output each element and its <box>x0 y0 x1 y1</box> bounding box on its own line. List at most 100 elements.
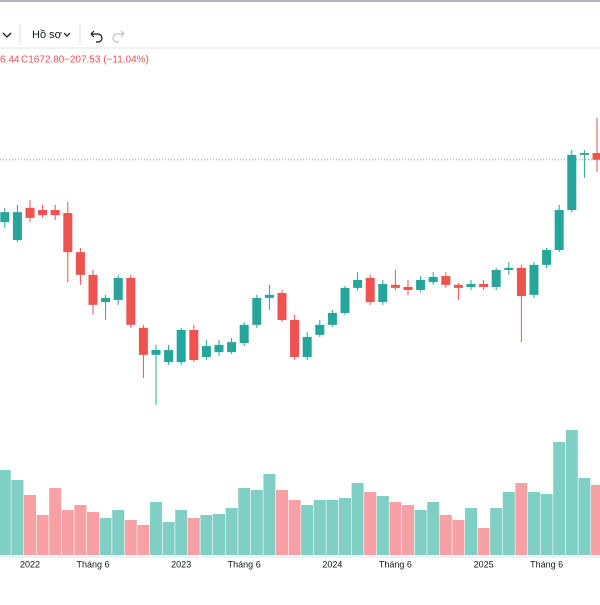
volume-bar <box>87 512 99 555</box>
volume-bar <box>490 508 502 555</box>
candle-body <box>555 210 564 250</box>
candle-body <box>542 250 551 265</box>
candle-body <box>441 276 450 285</box>
volume-bar <box>112 510 124 555</box>
volume-bar <box>100 518 112 555</box>
volume-bar <box>503 492 515 555</box>
candle-body <box>593 153 600 160</box>
volume-bar <box>402 505 414 555</box>
x-tick-label: Tháng 6 <box>76 559 109 569</box>
candle-body <box>278 293 287 320</box>
candle-body <box>13 212 22 240</box>
volume-bar <box>314 500 326 555</box>
volume-bar <box>415 510 427 555</box>
volume-bar <box>137 525 149 555</box>
candle-body <box>580 153 589 155</box>
volume-bar <box>188 518 200 555</box>
candle-body <box>76 252 85 275</box>
volume-bar <box>200 515 212 555</box>
volume-bar <box>49 488 61 555</box>
candle-body <box>479 284 488 287</box>
redo-button[interactable] <box>113 31 124 42</box>
volume-bar <box>465 508 477 555</box>
volume-bar <box>24 495 36 555</box>
candle-body <box>467 284 476 287</box>
volume-bar <box>591 485 600 555</box>
volume-bar <box>226 508 238 555</box>
volume-bar <box>440 515 452 555</box>
volume-bar <box>326 500 338 555</box>
candle-body <box>177 330 186 362</box>
x-tick-label: Tháng 6 <box>228 559 261 569</box>
volume-bar <box>125 520 137 555</box>
volume-bar <box>175 510 187 555</box>
volume-bar <box>301 505 313 555</box>
dropdown-icon[interactable] <box>3 33 11 37</box>
candle-body <box>227 342 236 352</box>
candle-body <box>252 298 261 325</box>
volume-bar <box>452 520 464 555</box>
volume-bar <box>553 442 565 555</box>
candle-body <box>215 345 224 352</box>
candle-body <box>567 155 576 210</box>
candle-body <box>240 325 249 343</box>
volume-bar <box>541 494 553 555</box>
candle-body <box>353 280 362 288</box>
volume-bar <box>566 430 578 555</box>
volume-bar <box>364 492 376 555</box>
candle-body <box>290 320 299 357</box>
candle-body <box>341 288 350 313</box>
candle-body <box>202 346 211 357</box>
candle-body <box>517 268 526 296</box>
candle-body <box>26 208 35 218</box>
volume-bar <box>263 474 275 555</box>
volume-bar <box>289 500 301 555</box>
profile-button[interactable]: Hồ sơ <box>32 29 62 41</box>
candle-body <box>416 280 425 290</box>
x-tick-label: Tháng 6 <box>379 559 412 569</box>
volume-bar <box>377 496 389 555</box>
volume-bar <box>238 488 250 555</box>
candle-body <box>139 328 148 355</box>
candle-body <box>504 268 513 270</box>
candle-body <box>391 285 400 288</box>
volume-bar <box>478 528 490 555</box>
x-tick-label: 2022 <box>20 559 40 569</box>
x-tick-label: 2023 <box>171 559 191 569</box>
candle-body <box>51 210 60 215</box>
candle-body <box>366 278 375 302</box>
volume-bar <box>276 490 288 555</box>
volume-bar <box>339 498 351 555</box>
candle-body <box>164 350 173 362</box>
candle-body <box>0 212 9 222</box>
undo-button[interactable] <box>91 31 102 42</box>
profile-dropdown[interactable] <box>64 33 70 36</box>
candle-body <box>265 295 274 298</box>
top-border <box>0 0 600 2</box>
candle-body <box>126 278 135 325</box>
candle-body <box>429 277 438 282</box>
volume-bar <box>427 502 439 555</box>
volume-bar <box>0 470 11 555</box>
candle-body <box>101 298 110 302</box>
candle-body <box>454 285 463 288</box>
candle-body <box>378 284 387 302</box>
candle-body <box>89 275 98 305</box>
volume-bar <box>578 478 590 555</box>
volume-bar <box>62 510 74 555</box>
candle-body <box>328 313 337 325</box>
candle-body <box>303 337 312 357</box>
volume-bar <box>37 515 49 555</box>
volume-bar <box>163 522 175 555</box>
legend-partial: 6.44 <box>0 55 20 66</box>
candle-body <box>189 330 198 360</box>
volume-bar <box>352 483 364 555</box>
volume-bar <box>251 490 263 555</box>
volume-bar <box>150 502 162 555</box>
candle-body <box>114 278 123 300</box>
volume-bar <box>389 502 401 555</box>
legend-change: −207.53 (−11.04%) <box>64 55 149 66</box>
candle-body <box>404 287 413 290</box>
